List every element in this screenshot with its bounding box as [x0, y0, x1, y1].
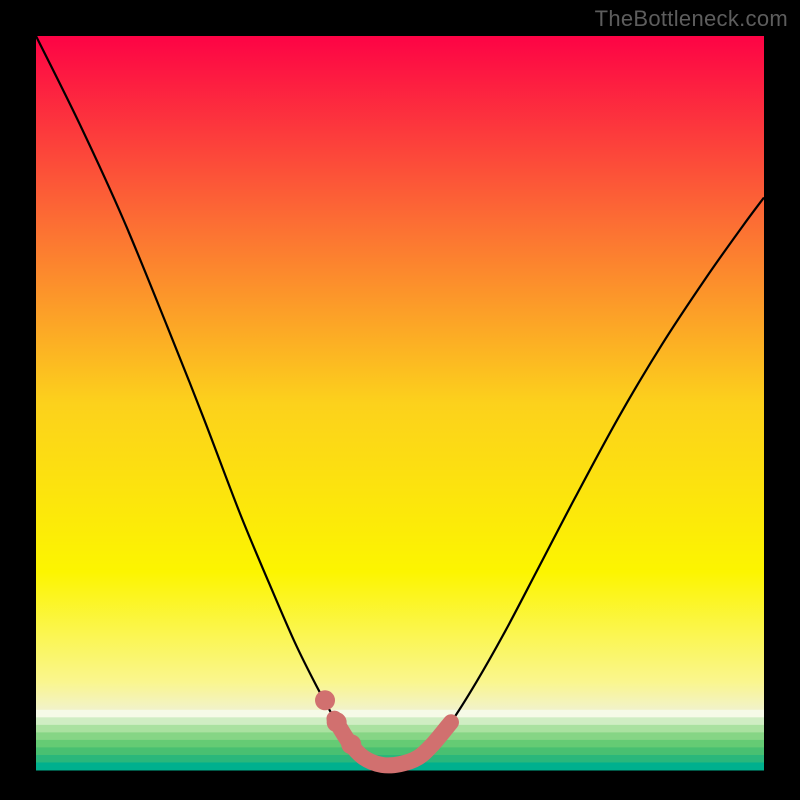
valley-marker-dot	[315, 690, 335, 710]
green-band	[36, 747, 764, 755]
watermark-text: TheBottleneck.com	[595, 6, 788, 32]
green-band	[36, 740, 764, 748]
chart-svg	[0, 0, 800, 800]
valley-marker-dot	[327, 712, 347, 732]
plot-background	[36, 36, 764, 770]
stage: TheBottleneck.com	[0, 0, 800, 800]
green-band	[36, 725, 764, 733]
green-band	[36, 710, 764, 718]
green-band	[36, 717, 764, 725]
valley-marker-dot	[341, 734, 361, 754]
green-band	[36, 732, 764, 740]
